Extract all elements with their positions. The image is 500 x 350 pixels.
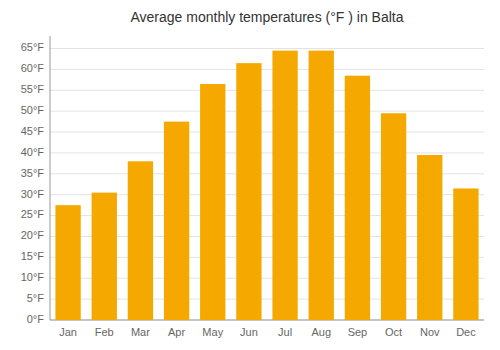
- x-tick-label: Jun: [240, 326, 258, 338]
- x-tick-label: May: [202, 326, 223, 338]
- x-tick-label: Nov: [420, 326, 440, 338]
- y-tick-label: 20°F: [21, 229, 45, 241]
- x-tick-label: Feb: [95, 326, 114, 338]
- bar: [272, 51, 297, 320]
- title: Average monthly temperatures (°F ) in Ba…: [130, 9, 403, 25]
- bar: [309, 51, 334, 320]
- y-tick-label: 60°F: [21, 62, 45, 74]
- grid-line: [50, 69, 484, 70]
- axes: 0°F 5°F 10°F 15°F 20°F 25°F 30°F 35°F 40°F 45°F 50…: [21, 36, 484, 338]
- x-tick-label: Oct: [385, 326, 402, 338]
- y-tick-label: 15°F: [21, 250, 45, 262]
- bar: [453, 188, 478, 320]
- y-tick-label: 50°F: [21, 104, 45, 116]
- grid-line: [50, 152, 484, 153]
- bar: [92, 193, 117, 320]
- y-tick-label: 55°F: [21, 83, 45, 95]
- bar: [381, 113, 406, 320]
- x-tick-label: Mar: [131, 326, 150, 338]
- grid-line: [50, 90, 484, 91]
- grid-line: [50, 132, 484, 133]
- bar: [164, 122, 189, 320]
- y-tick-label: 30°F: [21, 188, 45, 200]
- bar: [55, 205, 80, 320]
- y-tick-label: 40°F: [21, 146, 45, 158]
- y-tick-label: 35°F: [21, 167, 45, 179]
- y-tick-label: 45°F: [21, 125, 45, 137]
- grid: [50, 49, 484, 320]
- y-axis-line: [50, 36, 51, 320]
- grid-line: [50, 48, 484, 49]
- chart: 0°F 5°F 10°F 15°F 20°F 25°F 30°F 35°F 40°F 45°F 50…: [0, 0, 500, 350]
- y-tick-label: 0°F: [27, 313, 45, 325]
- x-tick-label: Dec: [456, 326, 476, 338]
- bar: [128, 161, 153, 320]
- x-tick-label: Apr: [168, 326, 185, 338]
- y-tick-label: 10°F: [21, 271, 45, 283]
- x-tick-label: Jan: [59, 326, 77, 338]
- bar: [417, 155, 442, 320]
- y-tick-label: 65°F: [21, 41, 45, 53]
- bars: [55, 51, 478, 320]
- bar: [236, 63, 261, 320]
- bar: [345, 76, 370, 320]
- x-tick-label: Jul: [278, 326, 292, 338]
- x-tick-label: Sep: [348, 326, 368, 338]
- grid-line: [50, 111, 484, 112]
- bar: [200, 84, 225, 320]
- x-tick-label: Aug: [311, 326, 331, 338]
- y-tick-label: 25°F: [21, 208, 45, 220]
- y-tick-label: 5°F: [27, 292, 45, 304]
